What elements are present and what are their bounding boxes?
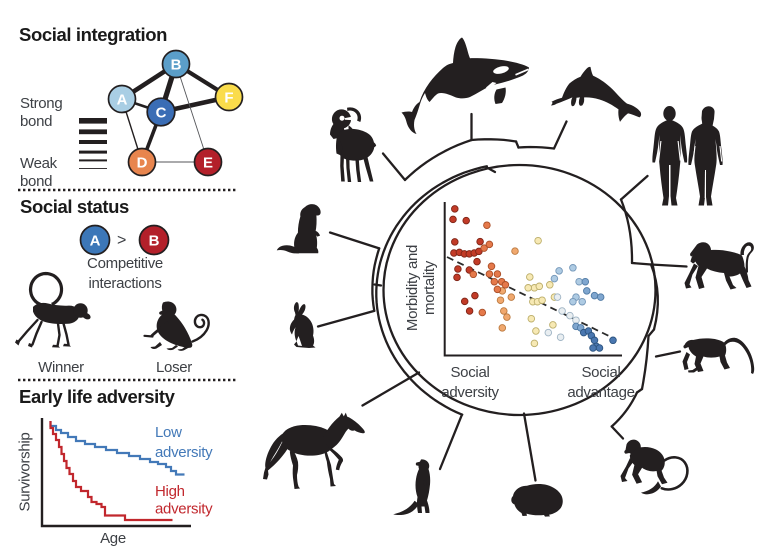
svg-text:adversity: adversity xyxy=(155,501,213,518)
svg-text:C: C xyxy=(156,105,167,122)
svg-text:Morbidity and: Morbidity and xyxy=(404,245,421,331)
svg-text:Age: Age xyxy=(100,530,126,547)
svg-text:Weak: Weak xyxy=(20,155,58,172)
svg-text:A: A xyxy=(117,92,128,109)
svg-text:High: High xyxy=(155,483,185,500)
svg-text:Loser: Loser xyxy=(156,359,192,376)
svg-text:bond: bond xyxy=(20,113,52,130)
svg-text:F: F xyxy=(224,90,233,107)
svg-text:Low: Low xyxy=(155,424,182,441)
svg-text:Winner: Winner xyxy=(38,359,84,376)
svg-text:D: D xyxy=(137,155,148,172)
svg-text:advantage: advantage xyxy=(567,384,634,401)
svg-text:Social integration: Social integration xyxy=(19,24,167,45)
svg-text:bond: bond xyxy=(20,173,52,190)
svg-text:E: E xyxy=(203,155,213,172)
svg-text:Strong: Strong xyxy=(20,95,62,112)
svg-text:A: A xyxy=(90,233,101,250)
svg-text:Social: Social xyxy=(450,364,489,381)
svg-text:adversity: adversity xyxy=(155,444,213,461)
svg-text:mortality: mortality xyxy=(421,260,438,315)
svg-text:interactions: interactions xyxy=(88,275,161,292)
svg-text:Social: Social xyxy=(581,364,620,381)
svg-text:>: > xyxy=(117,232,126,249)
svg-text:Social status: Social status xyxy=(20,196,129,217)
svg-text:adversity: adversity xyxy=(441,384,499,401)
svg-text:B: B xyxy=(171,57,182,74)
svg-text:Survivorship: Survivorship xyxy=(17,433,34,512)
svg-text:Competitive: Competitive xyxy=(87,255,163,272)
svg-text:Early life adversity: Early life adversity xyxy=(19,386,176,407)
svg-text:B: B xyxy=(149,233,160,250)
